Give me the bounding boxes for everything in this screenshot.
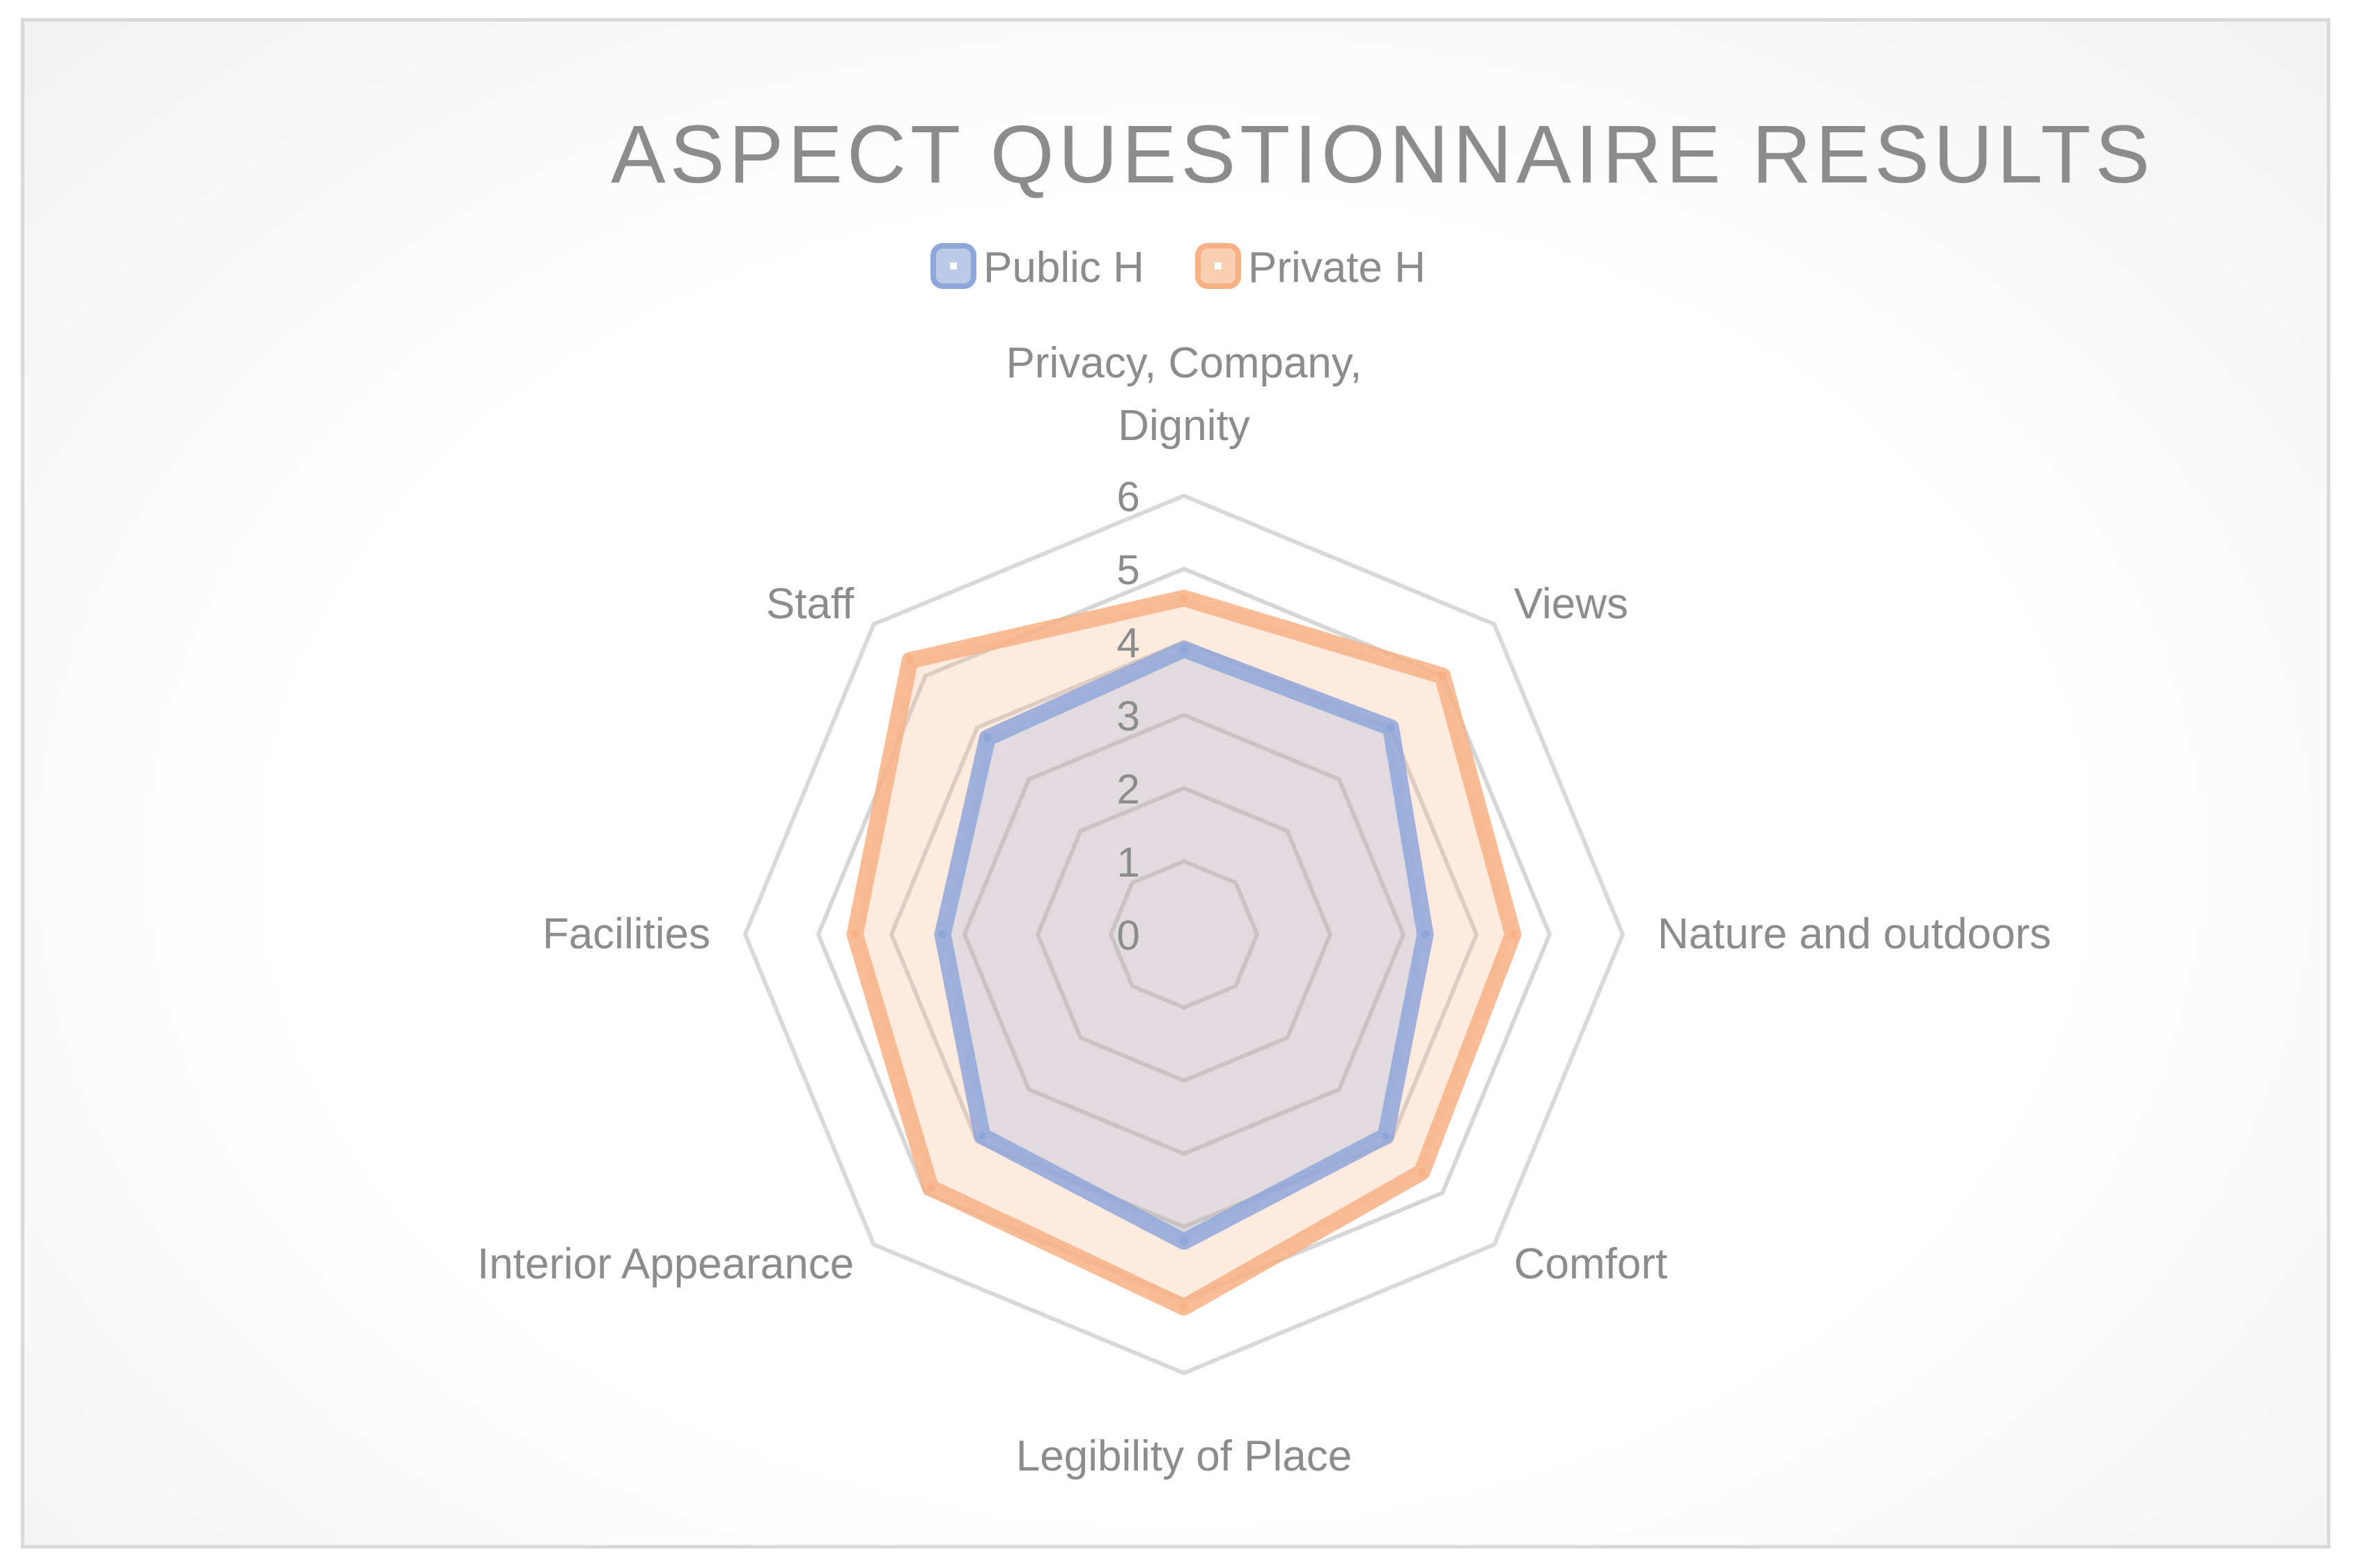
series-private-point-1 bbox=[1438, 671, 1447, 680]
grid-ring-4 bbox=[889, 639, 1479, 1230]
tick-label-4: 4 bbox=[1116, 620, 1139, 666]
category-label-4: Legibility of Place bbox=[1016, 1432, 1353, 1480]
legend-label-public: Public H bbox=[983, 244, 1144, 292]
grid-ring-3 bbox=[962, 712, 1406, 1157]
category-label-3: Comfort bbox=[1514, 1240, 1667, 1288]
tick-label-2: 2 bbox=[1116, 766, 1139, 813]
tick-label-3: 3 bbox=[1116, 693, 1139, 739]
series-private-point-2 bbox=[1509, 930, 1518, 939]
category-label-7: Staff bbox=[766, 580, 855, 628]
series-public-point-1 bbox=[1386, 723, 1395, 732]
radar-series bbox=[846, 590, 1522, 1316]
tick-label-0: 0 bbox=[1116, 912, 1139, 959]
legend-marker-private bbox=[1215, 262, 1222, 269]
series-public-point-5 bbox=[978, 1131, 987, 1140]
chart-frame bbox=[21, 18, 2330, 1549]
category-label-2: Nature and outdoors bbox=[1658, 910, 2051, 958]
chart-title: ASPECT QUESTIONNAIRE RESULTS bbox=[611, 109, 2154, 201]
series-public-point-4 bbox=[1180, 1237, 1188, 1246]
series-public-point-3 bbox=[1381, 1131, 1390, 1140]
grid-ring-6 bbox=[742, 493, 1626, 1376]
category-label-0-line-1: Dignity bbox=[1118, 402, 1250, 450]
series-private-point-3 bbox=[1417, 1168, 1426, 1177]
series-public-point-2 bbox=[1421, 930, 1430, 939]
category-label-1: Views bbox=[1514, 580, 1628, 628]
category-labels: Privacy, Company, Dignity Views Nature and … bbox=[477, 339, 2051, 1480]
grid-ring-1 bbox=[1108, 859, 1260, 1010]
series-private-point-4 bbox=[1180, 1303, 1188, 1312]
series-private-point-5 bbox=[926, 1183, 935, 1192]
series-public-area bbox=[934, 641, 1434, 1250]
radial-tick-labels: 0 1 2 3 4 5 6 bbox=[1116, 473, 1139, 959]
legend-label-private: Private H bbox=[1248, 244, 1426, 292]
tick-label-1: 1 bbox=[1116, 839, 1139, 886]
series-private-point-7 bbox=[905, 656, 914, 665]
chart-legend: Public H Private H bbox=[930, 243, 1426, 292]
category-label-6: Facilities bbox=[543, 910, 710, 958]
grid-ring-2 bbox=[1035, 785, 1333, 1083]
category-label-0-line-0: Privacy, Company, bbox=[1006, 339, 1362, 387]
series-public-point-7 bbox=[983, 733, 992, 742]
category-label-5: Interior Appearance bbox=[477, 1240, 854, 1288]
series-private-point-0 bbox=[1180, 594, 1188, 602]
legend-marker-public bbox=[950, 262, 957, 269]
series-public-point-0 bbox=[1180, 645, 1188, 654]
tick-label-5: 5 bbox=[1116, 547, 1139, 593]
series-private-point-6 bbox=[850, 930, 859, 939]
series-public-point-6 bbox=[938, 930, 947, 939]
tick-label-6: 6 bbox=[1116, 473, 1139, 520]
